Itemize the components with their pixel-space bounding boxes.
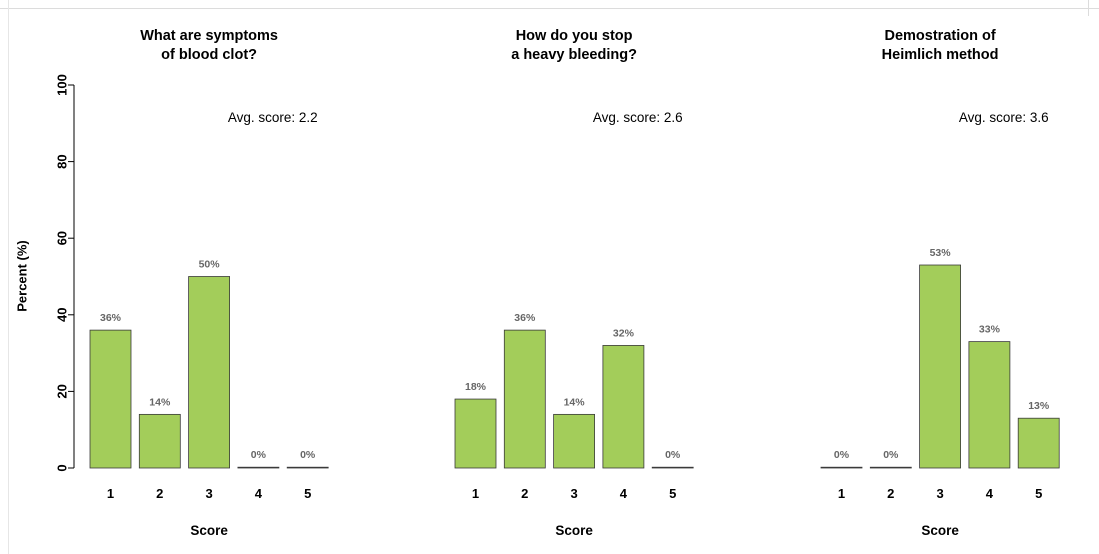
bar: [286, 466, 329, 469]
panel-title-line1: How do you stop: [516, 28, 633, 44]
bar: [968, 341, 1011, 469]
bar-data-label: 18%: [465, 381, 487, 393]
bar-data-label: 33%: [979, 324, 1001, 336]
x-axis-label: Score: [190, 523, 228, 538]
bar: [89, 329, 132, 469]
frame-top-border: [0, 8, 1099, 9]
frame-right-tick: [1088, 0, 1089, 16]
bar-data-label: 0%: [883, 449, 899, 461]
bar: [503, 329, 546, 469]
bar: [188, 276, 231, 469]
x-category-label: 5: [304, 486, 311, 501]
bar-data-label: 0%: [665, 449, 681, 461]
bar: [1017, 417, 1060, 469]
bar: [553, 413, 595, 469]
y-tick-label: 80: [55, 154, 70, 168]
bar-data-label: 14%: [149, 396, 171, 408]
bar-data-label: 0%: [251, 449, 267, 461]
x-category-label: 4: [620, 486, 628, 501]
x-axis-label: Score: [555, 523, 593, 538]
x-axis-label: Score: [921, 523, 959, 538]
bar: [138, 413, 181, 469]
avg-score-annotation: Avg. score: 2.2: [228, 110, 318, 125]
bar-data-label: 36%: [100, 312, 122, 324]
panel-title-line1: What are symptoms: [140, 28, 278, 44]
bar-data-label: 32%: [613, 327, 635, 339]
x-category-label: 3: [205, 486, 212, 501]
bar: [237, 466, 280, 469]
panel-title-line2: of blood clot?: [161, 47, 257, 63]
panel-title-line2: a heavy bleeding?: [511, 47, 637, 63]
bar-data-label: 36%: [514, 312, 536, 324]
x-category-label: 1: [838, 486, 845, 501]
bar: [869, 466, 912, 469]
bar: [919, 264, 961, 469]
x-category-label: 2: [156, 486, 163, 501]
y-tick-label: 60: [55, 231, 70, 245]
y-axis-label: Percent (%): [15, 240, 30, 312]
bar-data-label: 50%: [199, 259, 221, 271]
x-category-label: 1: [107, 486, 114, 501]
x-category-label: 5: [1035, 486, 1042, 501]
avg-score-annotation: Avg. score: 2.6: [593, 110, 683, 125]
y-tick-label: 0: [55, 464, 70, 471]
bar: [651, 466, 694, 469]
y-tick-label: 100: [55, 74, 70, 96]
panel-title-line1: Demostration of: [885, 28, 996, 44]
x-category-label: 3: [570, 486, 577, 501]
panel-title-line2: Heimlich method: [882, 47, 999, 63]
avg-score-annotation: Avg. score: 3.6: [959, 110, 1049, 125]
x-category-label: 1: [472, 486, 479, 501]
x-category-label: 5: [669, 486, 676, 501]
bar-data-label: 14%: [564, 396, 586, 408]
y-tick-label: 20: [55, 384, 70, 398]
bar-data-label: 53%: [930, 247, 952, 259]
bar: [454, 398, 497, 469]
bar-data-label: 13%: [1028, 400, 1050, 412]
bar-data-label: 0%: [300, 449, 316, 461]
frame-left-border: [8, 0, 9, 554]
y-tick-label: 40: [55, 308, 70, 322]
bar: [820, 466, 863, 469]
x-category-label: 4: [986, 486, 994, 501]
x-category-label: 4: [255, 486, 263, 501]
x-category-label: 2: [887, 486, 894, 501]
bar: [602, 345, 645, 469]
bar-data-label: 0%: [834, 449, 850, 461]
x-category-label: 3: [936, 486, 943, 501]
x-category-label: 2: [521, 486, 528, 501]
